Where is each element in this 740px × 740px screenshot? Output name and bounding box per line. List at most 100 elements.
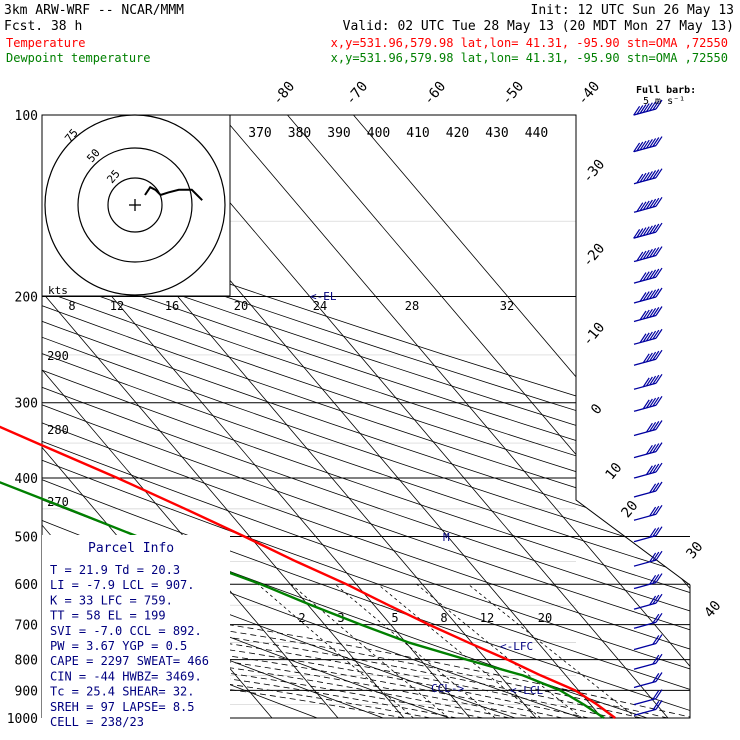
- parcel-info-box: Parcel Info T = 21.9 Td = 20.3LI = -7.9 …: [42, 535, 230, 729]
- pressure-label: 1000: [7, 712, 38, 727]
- pressure-label: 300: [15, 397, 38, 412]
- valid-time: Valid: 02 UTC Tue 28 May 13 (20 MDT Mon …: [343, 19, 734, 34]
- parcel-info-row: SVI = -7.0 CCL = 892.: [50, 624, 202, 638]
- wind-barb: [633, 222, 663, 239]
- dry-adiabat-line: [42, 115, 690, 718]
- mixing-ratio-label: 8: [440, 611, 447, 625]
- wind-barb: [633, 481, 663, 498]
- temperature-location: x,y=531.96,579.98 lat,lon= 41.31, -95.90…: [331, 36, 728, 50]
- dry-adiabat-line: [42, 115, 450, 718]
- parcel-info-row: TT = 58 EL = 199: [50, 609, 166, 623]
- wind-barb: [633, 653, 663, 670]
- mixing-ratio-label: 20: [234, 299, 248, 313]
- isotherm-line: [221, 115, 690, 718]
- parcel-info-row: CELL = 238/23: [50, 715, 144, 729]
- dry-adiabat-line: [42, 115, 690, 718]
- wind-barb: [633, 168, 663, 185]
- isotherm-label: -50: [499, 79, 528, 109]
- hodograph-ring: [107, 177, 163, 233]
- dry-adiabat-line: [42, 115, 690, 718]
- barb-legend-unit: 5 m s⁻¹: [643, 96, 685, 107]
- pressure-label: 700: [15, 619, 38, 634]
- dry-adiabat-line: [42, 115, 690, 718]
- isotherm-label: 40: [701, 598, 724, 621]
- wind-barb: [633, 196, 663, 213]
- mixing-ratio-label: 20: [538, 611, 552, 625]
- theta-e-label: 400: [367, 126, 390, 141]
- dewpoint-legend: Dewpoint temperature: [6, 51, 151, 65]
- moist-adiabat-line: [42, 220, 563, 718]
- mixing-ratio-label: 32: [500, 299, 514, 313]
- wind-barb: [633, 328, 663, 345]
- moist-adiabat-line: [42, 220, 642, 718]
- wind-barb: [633, 442, 663, 459]
- theta-e-label: 440: [525, 126, 548, 141]
- isotherm-label: 10: [602, 460, 625, 483]
- temperature-trace: [0, 425, 616, 719]
- parcel-info-row: LI = -7.9 LCL = 907.: [50, 578, 195, 592]
- m-label: M: [443, 531, 450, 544]
- isotherm-label: -40: [575, 79, 604, 109]
- mixing-ratio-line: [416, 583, 583, 718]
- mixing-ratio-label: 28: [405, 299, 419, 313]
- hodograph-trace: [144, 185, 203, 201]
- mixing-ratio-label: 12: [110, 299, 124, 313]
- theta-e-label: 430: [485, 126, 508, 141]
- wind-barb: [633, 573, 663, 590]
- temperature-legend: Temperature: [6, 36, 85, 50]
- parcel-info-row: PW = 3.67 YGP = 0.5: [50, 639, 187, 653]
- isotherm-label: 30: [683, 539, 706, 562]
- ccl-label: CCL->: [431, 682, 464, 695]
- barb-legend-title: Full barb:: [636, 85, 696, 96]
- el-label: <-EL: [310, 290, 337, 303]
- wind-barb: [633, 612, 663, 629]
- dry-adiabat-line: [42, 115, 690, 718]
- parcel-info-row: CIN = -44 HWBZ= 3469.: [50, 669, 202, 683]
- wind-barb: [633, 504, 663, 521]
- mixing-ratio-label: 8: [68, 299, 75, 313]
- theta-e-label: 390: [327, 126, 350, 141]
- wind-barb: [633, 689, 663, 706]
- wind-barb: [633, 395, 663, 412]
- wind-barb: [633, 526, 663, 543]
- mixing-ratio-line: [334, 583, 496, 718]
- theta-e-label: 420: [446, 126, 469, 141]
- parcel-info-rows: T = 21.9 Td = 20.3LI = -7.9 LCL = 907.K …: [50, 563, 209, 729]
- parcel-info-title: Parcel Info: [88, 541, 174, 556]
- theta-label: 270: [47, 495, 69, 509]
- kts-label: kts: [48, 284, 68, 297]
- pressure-label: 400: [15, 472, 38, 487]
- isotherm-line: [155, 115, 669, 718]
- dry-adiabat-line: [42, 115, 690, 718]
- pressure-label: 900: [15, 684, 38, 699]
- isotherm-label: 20: [618, 498, 641, 521]
- wind-barb: [633, 349, 663, 366]
- hodograph-ring: [77, 147, 193, 263]
- theta-e-label: 380: [288, 126, 311, 141]
- pressure-label: 500: [15, 530, 38, 545]
- theta-label: 280: [47, 423, 69, 437]
- moist-adiabat-line: [42, 220, 616, 718]
- mixing-ratio-label: 5: [391, 611, 398, 625]
- chart-labels: <-EL <-LFC <-LCL CCL-> M: [310, 290, 543, 697]
- isotherm-label: -10: [580, 320, 609, 350]
- sounding-traces: [0, 425, 616, 719]
- dry-adiabat-line: [42, 115, 690, 718]
- dry-adiabat-line: [42, 115, 690, 718]
- isotherm-label: -70: [343, 79, 372, 109]
- hodograph-ring: [44, 114, 226, 296]
- wind-barb: [633, 246, 663, 263]
- mixing-ratio-line: [257, 583, 414, 718]
- mixing-ratio-label: 2: [298, 611, 305, 625]
- wind-barb: [633, 373, 663, 390]
- mixing-ratio-label: 16: [165, 299, 179, 313]
- theta-label: 290: [47, 349, 69, 363]
- dry-adiabat-line: [42, 115, 384, 718]
- wind-barb: [633, 550, 663, 567]
- dry-adiabat-line: [42, 115, 690, 718]
- mixing-ratio-label: 12: [480, 611, 494, 625]
- pressure-label: 200: [15, 291, 38, 306]
- isotherm-label: -60: [421, 79, 450, 109]
